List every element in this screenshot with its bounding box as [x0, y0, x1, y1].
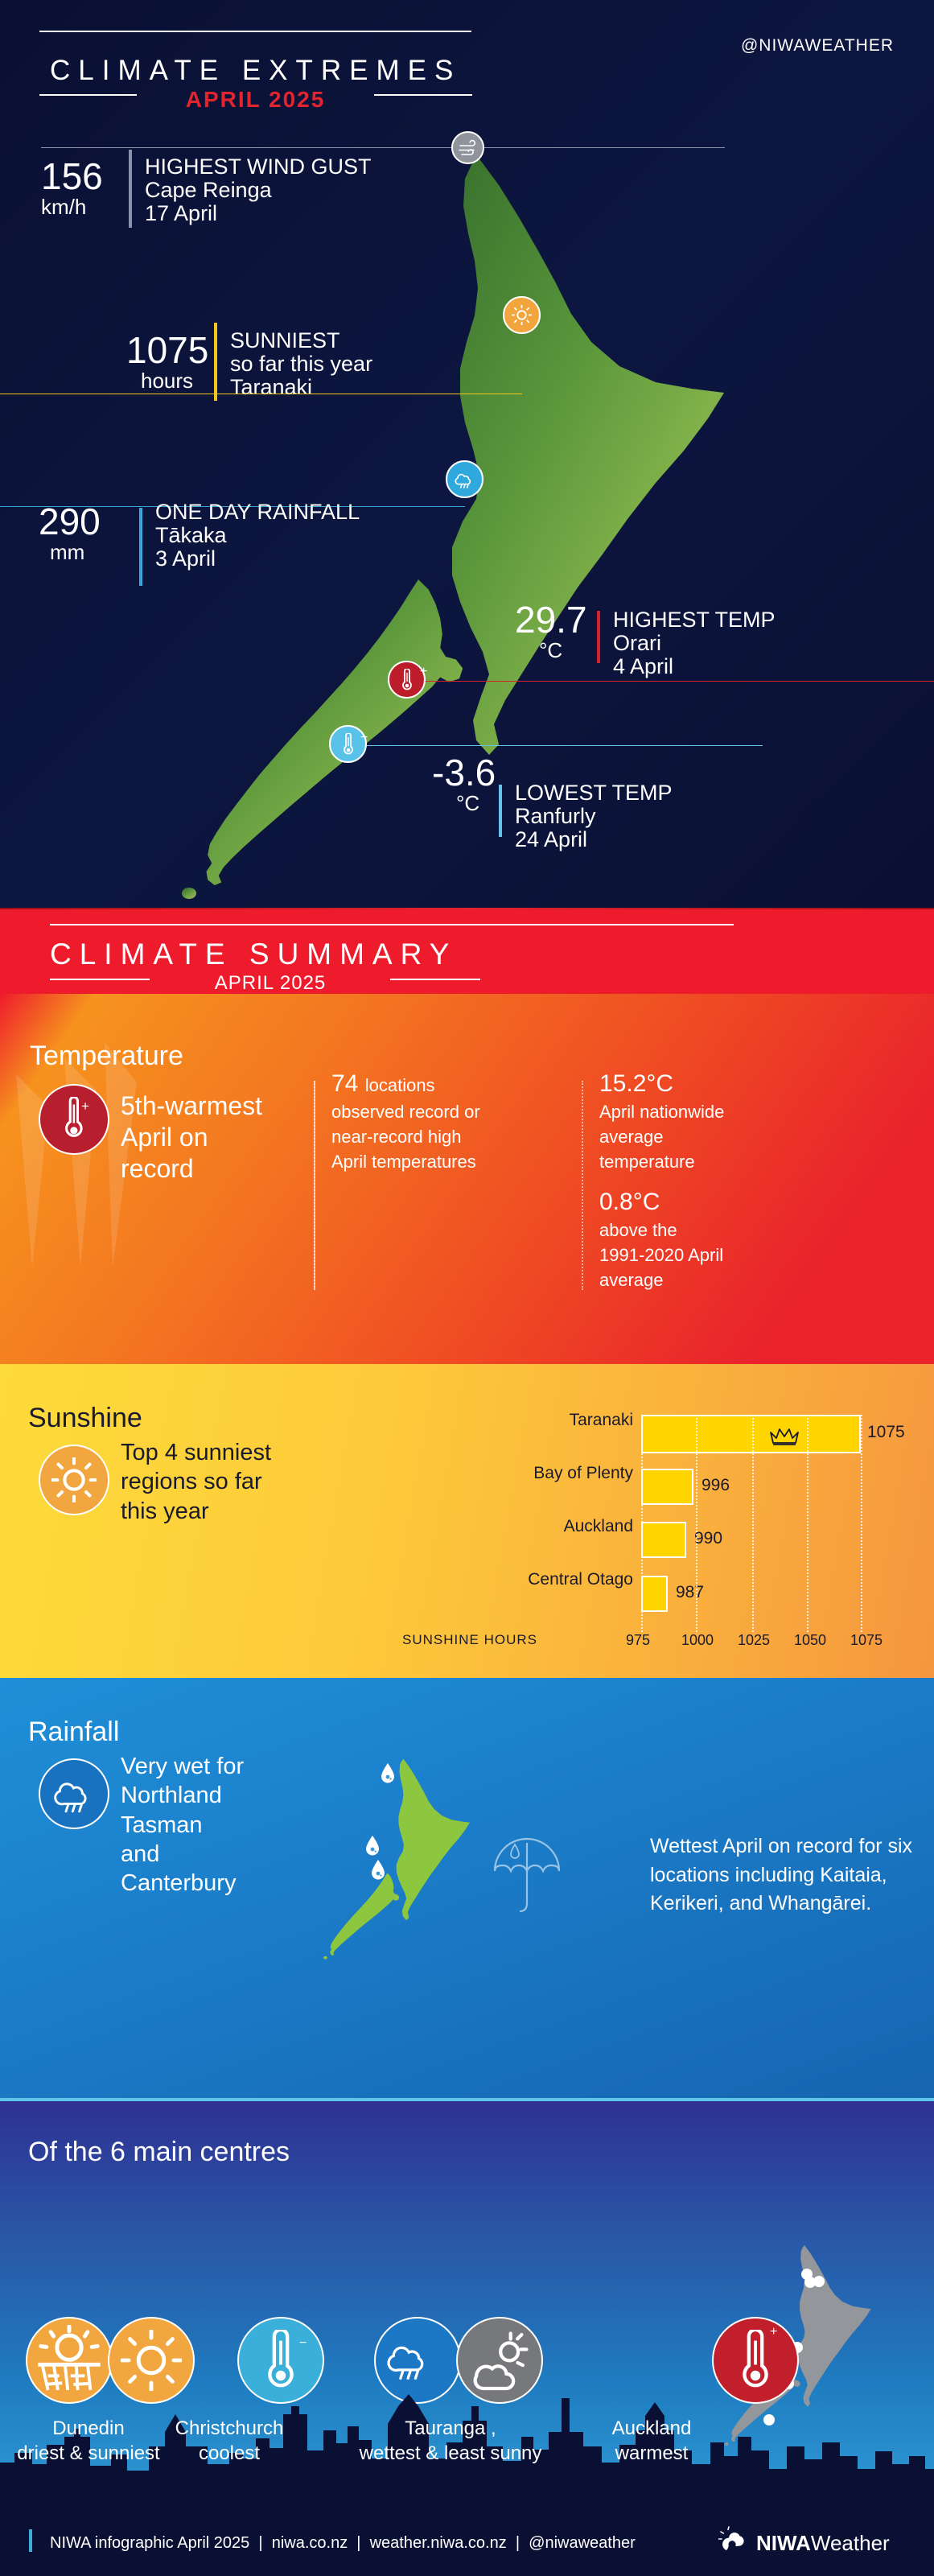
svg-text:+: + [81, 1098, 89, 1114]
